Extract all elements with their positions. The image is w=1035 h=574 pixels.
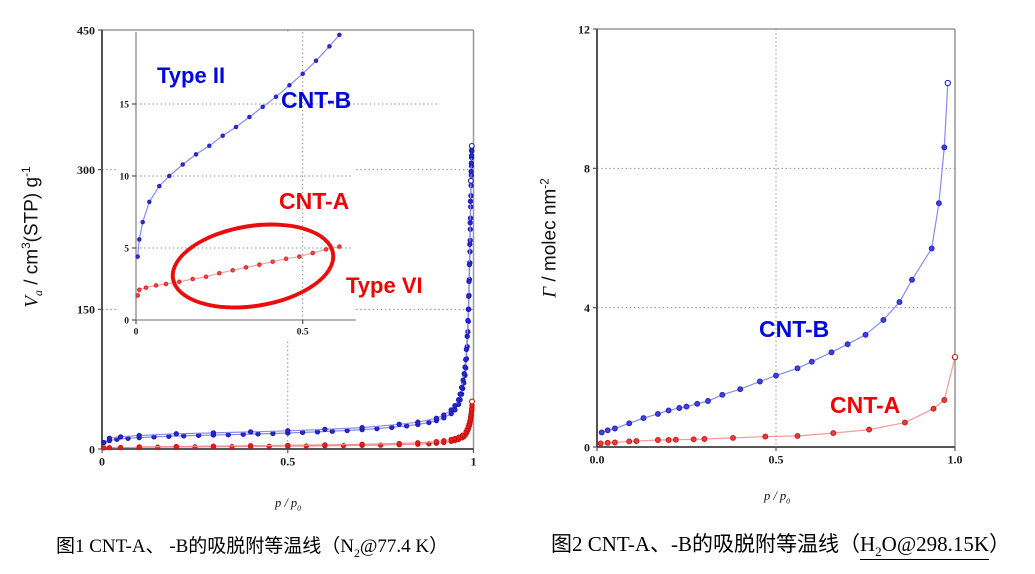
series-inset-CNT-B xyxy=(135,32,342,259)
fig1-type-vi-label: Type VI xyxy=(346,273,423,298)
svg-text:10: 10 xyxy=(120,172,130,182)
fig1-caption: 图1 CNT-A、 -B的吸脱附等温线（N2@77.4 K） xyxy=(56,536,449,560)
svg-text:4: 4 xyxy=(584,301,590,315)
svg-text:0.0: 0.0 xyxy=(590,453,605,467)
series-CNT-B-top-open xyxy=(467,142,475,184)
svg-text:150: 150 xyxy=(77,303,95,317)
axis-ticks-fig2: 0 4 8 12 0.0 0.5 1.0 xyxy=(578,22,963,466)
svg-text:5: 5 xyxy=(124,244,129,254)
svg-text:15: 15 xyxy=(120,100,130,110)
svg-text:8: 8 xyxy=(584,162,590,176)
axis-ticks-fig1_inset: 0 5 10 15 0 0.5 xyxy=(120,100,309,337)
svg-text:0.5: 0.5 xyxy=(769,453,784,467)
series-CNT-A xyxy=(597,354,958,447)
fig1-cnt-a-label: CNT-A xyxy=(279,188,350,214)
svg-text:12: 12 xyxy=(578,22,590,36)
svg-text:0: 0 xyxy=(134,328,139,338)
svg-text:0: 0 xyxy=(99,455,105,469)
fig1-type-ii-label: Type II xyxy=(157,63,226,88)
svg-text:1: 1 xyxy=(471,455,477,469)
fig1-cnt-b-label: CNT-B xyxy=(281,87,352,113)
series-CNT-B-desorption xyxy=(106,143,475,441)
series-CNT-A-desorption xyxy=(136,402,475,450)
series-CNT-B-top-open xyxy=(944,79,951,87)
svg-text:0: 0 xyxy=(89,442,95,456)
fig2-cnt-b-label: CNT-B xyxy=(759,316,830,342)
fig2-y-axis-label: Γ / molec nm-2 xyxy=(538,178,561,298)
svg-text:0: 0 xyxy=(124,316,129,326)
svg-text:450: 450 xyxy=(77,23,95,37)
svg-text:300: 300 xyxy=(77,163,95,177)
svg-text:0: 0 xyxy=(584,440,590,454)
svg-text:1.0: 1.0 xyxy=(948,453,963,467)
series-CNT-A-top-open xyxy=(951,353,959,361)
series-CNT-B xyxy=(598,80,951,436)
svg-text:0.5: 0.5 xyxy=(280,455,295,469)
fig1-y-axis-label: Va / cm3(STP) g-1 xyxy=(19,166,46,308)
svg-text:0.5: 0.5 xyxy=(297,328,309,338)
fig2-x-axis-label: p / p0 xyxy=(763,489,791,506)
fig2-caption: 图2 CNT-A、-B的吸脱附等温线（H2O@298.15K） xyxy=(551,532,1011,561)
fig1-x-axis-label: p / p0 xyxy=(274,496,302,513)
series-inset-CNT-A xyxy=(135,244,342,298)
series-CNT-A-top-open xyxy=(469,398,475,405)
fig2-cnt-a-label: CNT-A xyxy=(830,392,901,418)
